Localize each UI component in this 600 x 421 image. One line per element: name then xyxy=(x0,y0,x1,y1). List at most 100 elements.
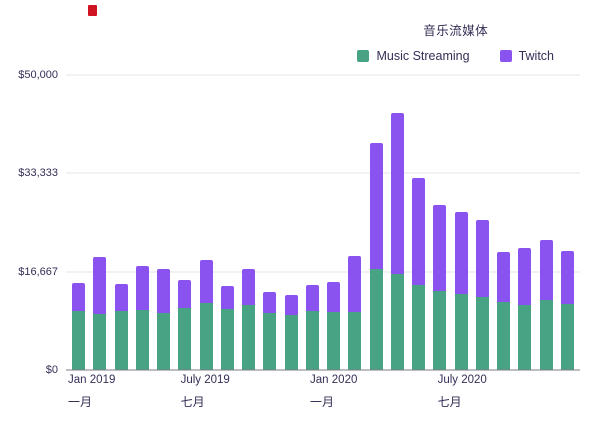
gridline xyxy=(66,172,580,174)
segment-twitch[interactable] xyxy=(412,177,426,286)
segment-music-streaming[interactable] xyxy=(518,305,532,370)
plot-area xyxy=(66,74,580,371)
legend-item-twitch[interactable]: Twitch xyxy=(499,49,554,63)
segment-twitch[interactable] xyxy=(497,252,511,303)
segment-music-streaming[interactable] xyxy=(220,309,234,370)
segment-twitch[interactable] xyxy=(157,268,171,314)
bar-feb-2019[interactable] xyxy=(93,75,107,370)
x-tick-jan-2020: Jan 2020 一月 xyxy=(310,374,357,410)
segment-twitch[interactable] xyxy=(242,268,256,306)
segment-twitch[interactable] xyxy=(518,248,532,306)
segment-music-streaming[interactable] xyxy=(412,285,426,370)
x-axis-label: Jan 2019 xyxy=(68,374,116,386)
segment-twitch[interactable] xyxy=(390,112,404,275)
x-axis-baseline xyxy=(66,369,580,371)
segment-music-streaming[interactable] xyxy=(263,313,277,370)
segment-twitch[interactable] xyxy=(93,257,107,314)
segment-music-streaming[interactable] xyxy=(72,311,86,370)
legend-swatch-twitch xyxy=(499,50,512,62)
segment-music-streaming[interactable] xyxy=(199,303,213,370)
bar-dec-2019[interactable] xyxy=(305,75,319,370)
y-axis: $0 $16,667 $33,333 $50,000 xyxy=(0,69,62,376)
bar-jul-2020[interactable] xyxy=(454,75,468,370)
segment-twitch[interactable] xyxy=(369,143,383,270)
bar-apr-2019[interactable] xyxy=(135,75,149,370)
segment-twitch[interactable] xyxy=(263,291,277,314)
segment-music-streaming[interactable] xyxy=(242,305,256,370)
segment-music-streaming[interactable] xyxy=(135,310,149,370)
legend-items: Music Streaming Twitch xyxy=(357,49,554,63)
x-axis: Jan 2019 一月 July 2019 七月 Jan 2020 一月 July 2020… xyxy=(66,374,580,420)
segment-twitch[interactable] xyxy=(475,219,489,298)
segment-music-streaming[interactable] xyxy=(369,269,383,370)
segment-music-streaming[interactable] xyxy=(327,312,341,370)
bar-oct-2020[interactable] xyxy=(518,75,532,370)
bar-jun-2020[interactable] xyxy=(433,75,447,370)
segment-music-streaming[interactable] xyxy=(114,311,128,370)
segment-music-streaming[interactable] xyxy=(475,297,489,370)
segment-music-streaming[interactable] xyxy=(178,308,192,370)
red-mark xyxy=(88,5,97,16)
x-tick-july-2020: July 2020 七月 xyxy=(438,374,487,410)
legend-label: Twitch xyxy=(518,49,554,63)
bar-nov-2019[interactable] xyxy=(284,75,298,370)
x-axis-label: July 2019 xyxy=(180,374,230,386)
x-axis-label: July 2020 xyxy=(437,374,487,386)
x-axis-label-cn: 七月 xyxy=(437,395,462,409)
legend-item-music-streaming[interactable]: Music Streaming xyxy=(357,49,470,63)
segment-twitch[interactable] xyxy=(72,283,86,311)
bar-mar-2020[interactable] xyxy=(369,75,383,370)
x-axis-label: Jan 2020 xyxy=(310,374,358,386)
segment-twitch[interactable] xyxy=(178,280,192,309)
bar-may-2020[interactable] xyxy=(412,75,426,370)
segment-music-streaming[interactable] xyxy=(348,312,362,370)
segment-twitch[interactable] xyxy=(305,285,319,311)
segment-music-streaming[interactable] xyxy=(93,313,107,370)
segment-twitch[interactable] xyxy=(539,240,553,301)
x-axis-label-cn: 一月 xyxy=(68,395,93,409)
y-axis-label: $33,333 xyxy=(18,167,58,180)
segment-twitch[interactable] xyxy=(560,251,574,304)
segment-twitch[interactable] xyxy=(114,284,128,311)
bar-jan-2020[interactable] xyxy=(327,75,341,370)
chart-legend: 音乐流媒体 Music Streaming Twitch xyxy=(357,20,554,63)
segment-music-streaming[interactable] xyxy=(539,300,553,370)
x-axis-label-cn: 七月 xyxy=(180,395,205,409)
segment-music-streaming[interactable] xyxy=(560,303,574,370)
bar-aug-2020[interactable] xyxy=(475,75,489,370)
segment-music-streaming[interactable] xyxy=(433,290,447,370)
legend-label: Music Streaming xyxy=(376,49,470,63)
bar-oct-2019[interactable] xyxy=(263,75,277,370)
bar-nov-2020[interactable] xyxy=(539,75,553,370)
segment-twitch[interactable] xyxy=(327,281,341,313)
segment-music-streaming[interactable] xyxy=(390,274,404,370)
bar-sep-2019[interactable] xyxy=(242,75,256,370)
segment-music-streaming[interactable] xyxy=(157,313,171,370)
bar-aug-2019[interactable] xyxy=(220,75,234,370)
segment-music-streaming[interactable] xyxy=(284,315,298,370)
bar-apr-2020[interactable] xyxy=(390,75,404,370)
segment-twitch[interactable] xyxy=(199,260,213,304)
bar-sep-2020[interactable] xyxy=(497,75,511,370)
gridline xyxy=(66,271,580,273)
legend-swatch-music-streaming xyxy=(357,50,370,62)
bar-jun-2019[interactable] xyxy=(178,75,192,370)
bar-mar-2019[interactable] xyxy=(114,75,128,370)
segment-music-streaming[interactable] xyxy=(305,311,319,370)
y-axis-label: $0 xyxy=(45,364,58,376)
segment-twitch[interactable] xyxy=(433,205,447,291)
bar-may-2019[interactable] xyxy=(157,75,171,370)
segment-twitch[interactable] xyxy=(220,286,234,310)
y-axis-label: $50,000 xyxy=(18,69,58,81)
segment-music-streaming[interactable] xyxy=(454,294,468,370)
segment-twitch[interactable] xyxy=(348,256,362,313)
segment-twitch[interactable] xyxy=(135,265,149,311)
bar-jan-2019[interactable] xyxy=(72,75,86,370)
segment-music-streaming[interactable] xyxy=(497,302,511,370)
segment-twitch[interactable] xyxy=(454,212,468,295)
segment-twitch[interactable] xyxy=(284,294,298,316)
bar-feb-2020[interactable] xyxy=(348,75,362,370)
bar-jul-2019[interactable] xyxy=(199,75,213,370)
bar-dec-2020[interactable] xyxy=(560,75,574,370)
